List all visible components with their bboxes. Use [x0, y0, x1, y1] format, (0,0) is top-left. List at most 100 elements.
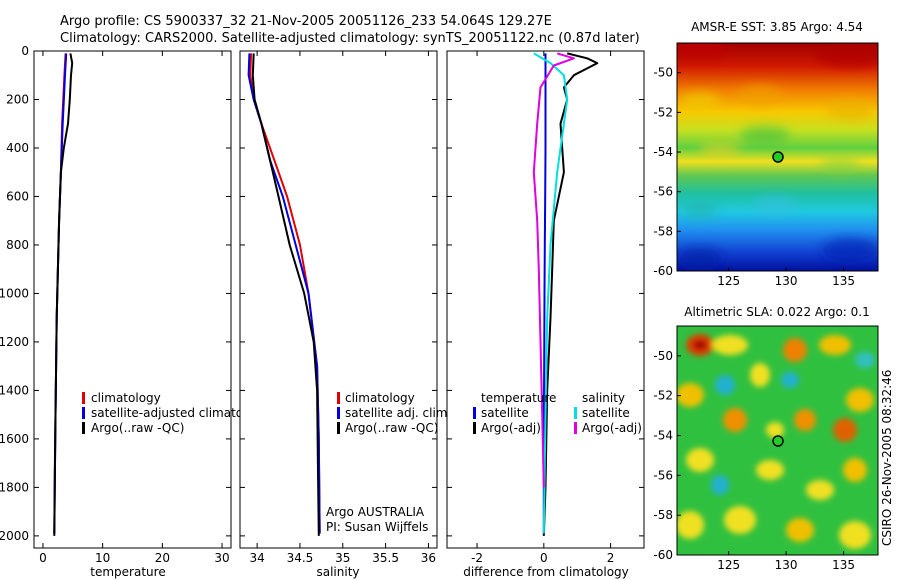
x-tick-label: 2 [607, 551, 615, 565]
legend-swatch-satellite-adjusted [82, 407, 85, 419]
sst-map-panel: AMSR-E SST: 3.85 Argo: 4.54 125 130 135 -50… [653, 20, 879, 288]
series-line-temperature-satellite [542, 53, 547, 534]
y-tick-label: 1600 [0, 432, 29, 446]
sla-map-frame [676, 325, 879, 556]
series-line-argo-raw-qc- [251, 53, 320, 536]
temperature-ticks: 0 10 20 30 0 200 400 600 800 1000 1200 1400 1600 1800… [0, 44, 231, 565]
legend-swatch-climatology [82, 392, 85, 404]
y-tick-label: 200 [6, 92, 29, 106]
sst-map-ticks: 125 130 135 -50 -52 -54 -56 -58 -60 [653, 66, 855, 288]
y-tick-label: 1800 [0, 480, 29, 494]
legend-swatch-satellite-adj [337, 407, 340, 419]
legend-title-temperature: temperature [481, 391, 556, 405]
difference-legend: temperature satellite Argo(-adj) salinit… [473, 391, 642, 435]
sst-texture [677, 43, 878, 268]
legend-label-satellite-adjusted: satellite-adjusted climatology [91, 406, 269, 420]
sla-map-ticks: 125 130 135 -50 -52 -54 -56 -58 -60 [653, 349, 855, 572]
difference-ticks: -2 0 2 [447, 50, 644, 565]
difference-series [532, 52, 599, 536]
series-line-salinity-satellite [533, 52, 569, 534]
y-tick-label: 1000 [0, 286, 29, 300]
legend-label-climatology: climatology [91, 391, 161, 405]
csiro-timestamp: CSIRO 26-Nov-2005 08:32:46 [880, 370, 894, 546]
sla-heatmap [677, 326, 878, 555]
map-x-tick-label: 130 [775, 274, 798, 288]
map-y-tick-label: -60 [653, 548, 673, 562]
salinity-xlabel: salinity [316, 565, 359, 579]
difference-xlabel: difference from climatology [463, 565, 629, 579]
legend-swatch-argo [82, 422, 85, 434]
x-tick-label: 35 [335, 551, 350, 565]
legend-label-satellite-adj: satellite adj. clim. [345, 406, 451, 420]
y-tick-label: 0 [21, 44, 29, 58]
map-y-tick-label: -50 [653, 66, 673, 80]
argo-float-marker [772, 151, 784, 163]
figure-title-line1: Argo profile: CS 5900337_32 21-Nov-2005 … [60, 14, 552, 29]
x-tick-label: 36 [421, 551, 436, 565]
series-line-salinity-argo-adj- [532, 52, 575, 488]
legend-label-sal-satellite: satellite [582, 406, 630, 420]
legend-swatch-climatology [337, 392, 340, 404]
salinity-ticks: 34 34.5 35 35.5 36 [240, 50, 437, 565]
x-tick-label: -2 [471, 551, 483, 565]
x-tick-label: 0 [39, 551, 47, 565]
sla-map-title: Altimetric SLA: 0.022 Argo: 0.1 [684, 305, 869, 319]
temperature-legend: climatology satellite-adjusted climatolo… [82, 391, 269, 435]
x-tick-label: 30 [214, 551, 229, 565]
temperature-panel: 0 10 20 30 0 200 400 600 800 1000 1200 1400 1600 1800… [0, 44, 269, 579]
legend-swatch-sal-satellite [574, 407, 577, 419]
map-y-tick-label: -56 [653, 185, 673, 199]
y-tick-label: 600 [6, 189, 29, 203]
map-y-tick-label: -56 [653, 468, 673, 482]
series-line-temperature-argo-adj- [542, 52, 599, 536]
x-tick-label: 35.5 [372, 551, 399, 565]
sst-heatmap [677, 43, 878, 271]
y-tick-label: 800 [6, 238, 29, 252]
temperature-xlabel: temperature [90, 565, 165, 579]
salinity-series [247, 53, 321, 536]
legend-label-climatology: climatology [345, 391, 415, 405]
x-tick-label: 34.5 [287, 551, 314, 565]
y-tick-label: 1400 [0, 383, 29, 397]
map-y-tick-label: -52 [653, 389, 673, 403]
legend-swatch-temp-satellite [473, 407, 476, 419]
x-tick-label: 34 [249, 551, 264, 565]
map-y-tick-label: -54 [653, 145, 673, 159]
argo-float-marker [772, 435, 784, 447]
legend-label-sal-argo: Argo(-adj) [582, 421, 642, 435]
salinity-panel: 34 34.5 35 35.5 36 salinity climatology sate… [239, 50, 451, 579]
series-line-argo-raw-qc- [53, 53, 74, 536]
x-tick-label: 0 [540, 551, 548, 565]
map-x-tick-label: 125 [717, 274, 740, 288]
legend-label-temp-argo: Argo(-adj) [481, 421, 541, 435]
map-x-tick-label: 135 [832, 274, 855, 288]
map-y-tick-label: -50 [653, 349, 673, 363]
sst-map-title: AMSR-E SST: 3.85 Argo: 4.54 [691, 20, 863, 34]
legend-label-temp-satellite: satellite [481, 406, 529, 420]
x-tick-label: 20 [155, 551, 170, 565]
map-y-tick-label: -60 [653, 264, 673, 278]
legend-label-argo: Argo(..raw -QC) [345, 421, 438, 435]
legend-title-salinity: salinity [582, 391, 625, 405]
map-x-tick-label: 135 [832, 558, 855, 572]
salinity-axes-frame [239, 50, 438, 549]
sla-texture [677, 334, 875, 549]
map-y-tick-label: -58 [653, 224, 673, 238]
map-y-tick-label: -52 [653, 105, 673, 119]
figure-title-line2: Climatology: CARS2000. Satellite-adjuste… [60, 31, 640, 46]
sla-map-panel: Altimetric SLA: 0.022 Argo: 0.1 [653, 305, 879, 572]
y-tick-label: 400 [6, 141, 29, 155]
salinity-legend: climatology satellite adj. clim. Argo(..… [337, 391, 451, 435]
temperature-series [53, 53, 74, 536]
difference-panel: -2 0 2 difference from climatology tempera… [446, 50, 645, 579]
sst-map-frame [676, 42, 879, 272]
map-x-tick-label: 130 [775, 558, 798, 572]
y-tick-label: 2000 [0, 529, 29, 543]
x-tick-label: 10 [95, 551, 110, 565]
y-tick-label: 1200 [0, 335, 29, 349]
argo-australia-annotation: Argo AUSTRALIA [326, 505, 425, 519]
legend-label-argo: Argo(..raw -QC) [91, 421, 184, 435]
map-y-tick-label: -58 [653, 508, 673, 522]
map-x-tick-label: 125 [717, 558, 740, 572]
